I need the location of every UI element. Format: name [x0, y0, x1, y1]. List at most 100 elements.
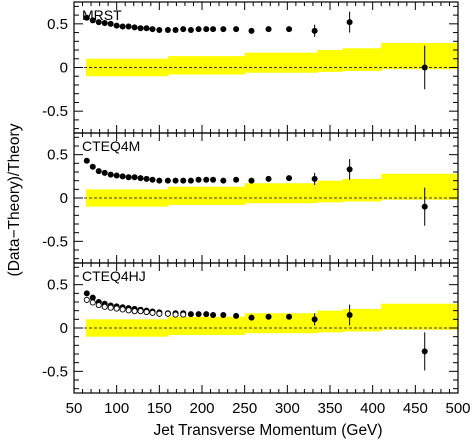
data-point	[119, 173, 126, 180]
data-point	[265, 175, 272, 182]
systematic-band-segment-0	[85, 319, 169, 337]
systematic-band-segment-2	[244, 52, 318, 73]
y-axis-label: (Data−Theory)/Theory	[6, 123, 23, 276]
data-point-open	[107, 304, 114, 311]
systematic-band-segment-3	[317, 180, 344, 203]
data-point	[125, 174, 132, 181]
data-point	[195, 26, 202, 33]
data-point	[164, 26, 171, 33]
data-point-open	[137, 308, 144, 315]
systematic-band-segment-5	[381, 173, 459, 200]
systematic-band-segment-3	[317, 310, 344, 333]
data-point	[210, 176, 217, 183]
data-point	[119, 23, 126, 30]
data-point-open	[143, 308, 150, 316]
data-point	[164, 177, 171, 184]
data-point-open	[89, 299, 96, 306]
data-point	[113, 172, 120, 179]
x-tick-label: 400	[360, 400, 385, 417]
data-point	[195, 176, 202, 183]
data-point	[220, 312, 227, 318]
data-point	[89, 17, 96, 24]
data-point	[107, 171, 114, 178]
data-point	[101, 19, 108, 26]
data-point	[187, 26, 194, 33]
data-point	[156, 26, 163, 33]
data-point	[248, 27, 255, 34]
data-point-open	[164, 310, 171, 317]
x-tick-label: 200	[189, 400, 214, 417]
data-point	[286, 313, 293, 320]
data-point	[311, 316, 318, 323]
data-point-open	[101, 303, 108, 310]
data-point	[83, 14, 90, 21]
data-point	[233, 26, 240, 33]
data-point	[265, 313, 272, 320]
data-point	[131, 174, 138, 181]
x-tick-label: 350	[317, 400, 342, 417]
x-tick-label: 50	[66, 400, 83, 417]
data-point	[149, 26, 156, 33]
data-point	[172, 26, 179, 33]
data-point	[286, 26, 293, 33]
data-point	[180, 26, 187, 33]
data-point	[311, 175, 318, 182]
data-point-open	[119, 306, 126, 313]
x-tick-label: 450	[403, 400, 428, 417]
data-point	[113, 22, 120, 29]
data-point	[172, 177, 179, 184]
systematic-band-segment-1	[167, 186, 246, 205]
data-point	[89, 163, 96, 170]
systematic-band-segment-4	[342, 48, 382, 71]
data-point	[187, 177, 194, 184]
data-point	[95, 19, 102, 26]
data-point	[203, 311, 210, 318]
systematic-band-segment-2	[244, 313, 318, 334]
data-point	[187, 311, 194, 318]
data-point-open	[156, 310, 163, 317]
systematic-band-segment-1	[167, 56, 246, 75]
data-point	[220, 177, 227, 184]
x-axis-label: Jet Transverse Momentum (GeV)	[153, 422, 382, 439]
panel-1: 0.5 0 -0.5 CTEQ4M	[42, 132, 459, 264]
y-tick-label: 0	[60, 190, 68, 207]
panel-label: CTEQ4HJ	[82, 268, 146, 284]
data-point	[265, 26, 272, 33]
data-point	[346, 19, 353, 26]
data-point	[220, 26, 227, 33]
data-point-open	[125, 307, 132, 314]
x-tick-label: 300	[275, 400, 300, 417]
y-tick-label: 0.5	[47, 147, 68, 164]
data-point	[137, 25, 144, 32]
y-tick-label: 0	[60, 60, 68, 77]
data-point	[107, 20, 114, 27]
systematic-band-segment-0	[85, 58, 169, 77]
data-point-open	[149, 309, 156, 316]
data-point	[346, 312, 353, 318]
data-point	[131, 24, 138, 31]
data-point	[421, 64, 428, 71]
y-tick-label: 0	[60, 320, 68, 337]
data-point	[248, 177, 255, 184]
data-point	[210, 312, 217, 318]
x-tick-labels: 50 100 150 200 250 300 350 400 450 500	[66, 400, 471, 417]
data-point	[156, 177, 163, 184]
systematic-band-segment-0	[85, 189, 169, 207]
x-tick-label: 500	[445, 400, 470, 417]
data-point-open	[83, 296, 90, 303]
data-point	[311, 27, 318, 34]
data-point	[101, 169, 108, 176]
data-point	[125, 23, 132, 30]
y-tick-label: 0.5	[47, 277, 68, 294]
data-point	[421, 348, 428, 355]
data-point	[180, 177, 187, 184]
data-point	[89, 294, 96, 301]
data-point	[203, 176, 210, 183]
data-point	[203, 26, 210, 33]
panel-label: CTEQ4M	[82, 138, 140, 154]
data-point-open	[113, 305, 120, 312]
data-point	[286, 175, 293, 182]
data-point	[233, 312, 240, 319]
data-point	[95, 168, 102, 175]
